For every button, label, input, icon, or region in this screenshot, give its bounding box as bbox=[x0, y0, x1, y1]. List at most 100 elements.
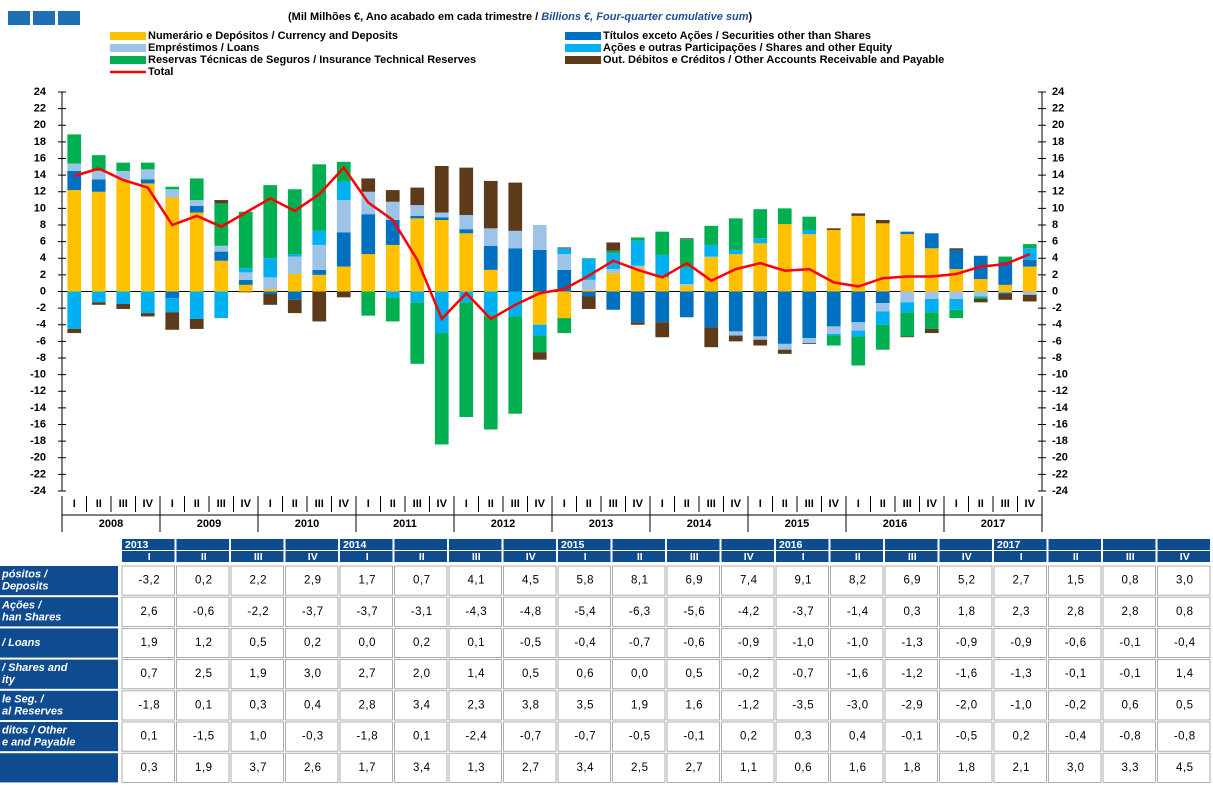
table-cell bbox=[1157, 596, 1211, 627]
table-quarter: IV bbox=[308, 551, 318, 563]
table-value: -4,3 bbox=[465, 606, 487, 618]
table-quarter-cell bbox=[1157, 551, 1210, 562]
bar-segment bbox=[1022, 266, 1037, 292]
table-quarter: II bbox=[419, 551, 425, 563]
bar-segment bbox=[679, 291, 694, 318]
table-cell bbox=[830, 721, 884, 752]
bar-segment bbox=[679, 285, 694, 292]
bar-segment bbox=[1022, 291, 1037, 295]
table-cell bbox=[666, 721, 720, 752]
bar-segment bbox=[189, 291, 204, 319]
table-value: 0,3 bbox=[795, 731, 813, 743]
table-value: -0,3 bbox=[302, 731, 324, 743]
table-value: -0,2 bbox=[1065, 699, 1087, 711]
bar-segment bbox=[753, 243, 768, 292]
y2-tick-label: 24 bbox=[1052, 86, 1065, 98]
table-value: 3,4 bbox=[577, 762, 595, 774]
bar-segment bbox=[704, 327, 719, 348]
table-value: 3,0 bbox=[1176, 575, 1194, 587]
table-cell bbox=[939, 752, 993, 783]
table-cell bbox=[394, 690, 448, 721]
table-value: 2,8 bbox=[359, 699, 377, 711]
table-cell bbox=[448, 690, 502, 721]
y2-tick-label: 4 bbox=[1052, 252, 1059, 264]
table-value: 0,7 bbox=[141, 668, 159, 680]
table-cell bbox=[884, 659, 938, 690]
table-year-cell bbox=[721, 539, 774, 550]
table-quarter-cell bbox=[612, 551, 665, 562]
table-cell bbox=[1102, 752, 1156, 783]
bar-segment bbox=[483, 180, 498, 229]
table-value: 0,2 bbox=[740, 731, 758, 743]
row-label: Ações / bbox=[1, 600, 43, 612]
bar-segment bbox=[116, 291, 131, 304]
table-value: 0,3 bbox=[904, 606, 922, 618]
bar-segment bbox=[851, 291, 866, 323]
x-tick-label: III bbox=[903, 498, 912, 510]
table-cell bbox=[1157, 565, 1211, 596]
table-quarter-cell bbox=[340, 551, 393, 562]
table-value: 3,7 bbox=[250, 762, 268, 774]
bar-segment bbox=[532, 335, 547, 353]
table-value: -0,1 bbox=[1119, 668, 1141, 680]
table-cell bbox=[775, 752, 829, 783]
row-header bbox=[0, 597, 118, 627]
table-quarter-cell bbox=[394, 551, 447, 562]
table-value: 1,9 bbox=[195, 762, 213, 774]
y2-tick-label: -2 bbox=[1052, 302, 1062, 314]
bar-segment bbox=[924, 248, 939, 292]
bar-segment bbox=[263, 291, 278, 294]
bar-segment bbox=[434, 333, 449, 445]
table-value: -0,1 bbox=[1119, 637, 1141, 649]
legend-swatch bbox=[565, 44, 601, 52]
bar-segment bbox=[606, 269, 621, 274]
bar-segment bbox=[875, 291, 890, 304]
table-value: 2,0 bbox=[413, 668, 431, 680]
table-value: 0,3 bbox=[141, 762, 159, 774]
table-quarter-cell bbox=[994, 551, 1047, 562]
bar-segment bbox=[802, 229, 817, 235]
bar-segment bbox=[483, 315, 498, 430]
bar-segment bbox=[116, 170, 131, 181]
legend-label: Ações e outras Participações / Shares an… bbox=[603, 42, 893, 54]
table-year-cell bbox=[939, 539, 992, 550]
table-cell bbox=[503, 690, 557, 721]
bar-segment bbox=[189, 318, 204, 329]
bar-segment bbox=[924, 298, 939, 313]
table-cell bbox=[666, 752, 720, 783]
y2-tick-label: 0 bbox=[1052, 285, 1058, 297]
table-cell bbox=[993, 628, 1047, 659]
table-quarter: I bbox=[148, 551, 151, 563]
table-value: -0,5 bbox=[629, 731, 651, 743]
table-cell bbox=[1102, 628, 1156, 659]
bar-segment bbox=[532, 249, 547, 292]
bar-segment bbox=[140, 169, 155, 180]
table-quarter-cell bbox=[1103, 551, 1156, 562]
table-year-cell bbox=[558, 539, 611, 550]
table-cell bbox=[1048, 752, 1102, 783]
bar-segment bbox=[263, 289, 278, 292]
table-value: -0,7 bbox=[629, 637, 651, 649]
bar-segment bbox=[973, 279, 988, 292]
table-cell bbox=[339, 659, 393, 690]
table-cell bbox=[666, 659, 720, 690]
y-tick-label: 6 bbox=[40, 236, 46, 248]
x-tick-label: IV bbox=[241, 498, 252, 510]
bar-segment bbox=[336, 161, 351, 182]
bar-segment bbox=[91, 291, 106, 303]
x-tick-label: II bbox=[880, 498, 886, 510]
table-cell bbox=[121, 628, 175, 659]
x-tick-label: II bbox=[292, 498, 298, 510]
y2-tick-label: -12 bbox=[1052, 385, 1068, 397]
bar-segment bbox=[189, 212, 204, 292]
legend-swatch bbox=[110, 44, 146, 52]
table-value: 8,1 bbox=[631, 575, 649, 587]
table-quarter: IV bbox=[962, 551, 972, 563]
subtitle-en: Billions €, Four-quarter cumulative sum bbox=[541, 11, 748, 23]
bar-segment bbox=[826, 333, 841, 336]
table-year-cell bbox=[122, 539, 175, 550]
table-value: 0,3 bbox=[250, 699, 268, 711]
bar-segment bbox=[753, 209, 768, 239]
x-tick-label: IV bbox=[339, 498, 350, 510]
table-cell bbox=[939, 596, 993, 627]
